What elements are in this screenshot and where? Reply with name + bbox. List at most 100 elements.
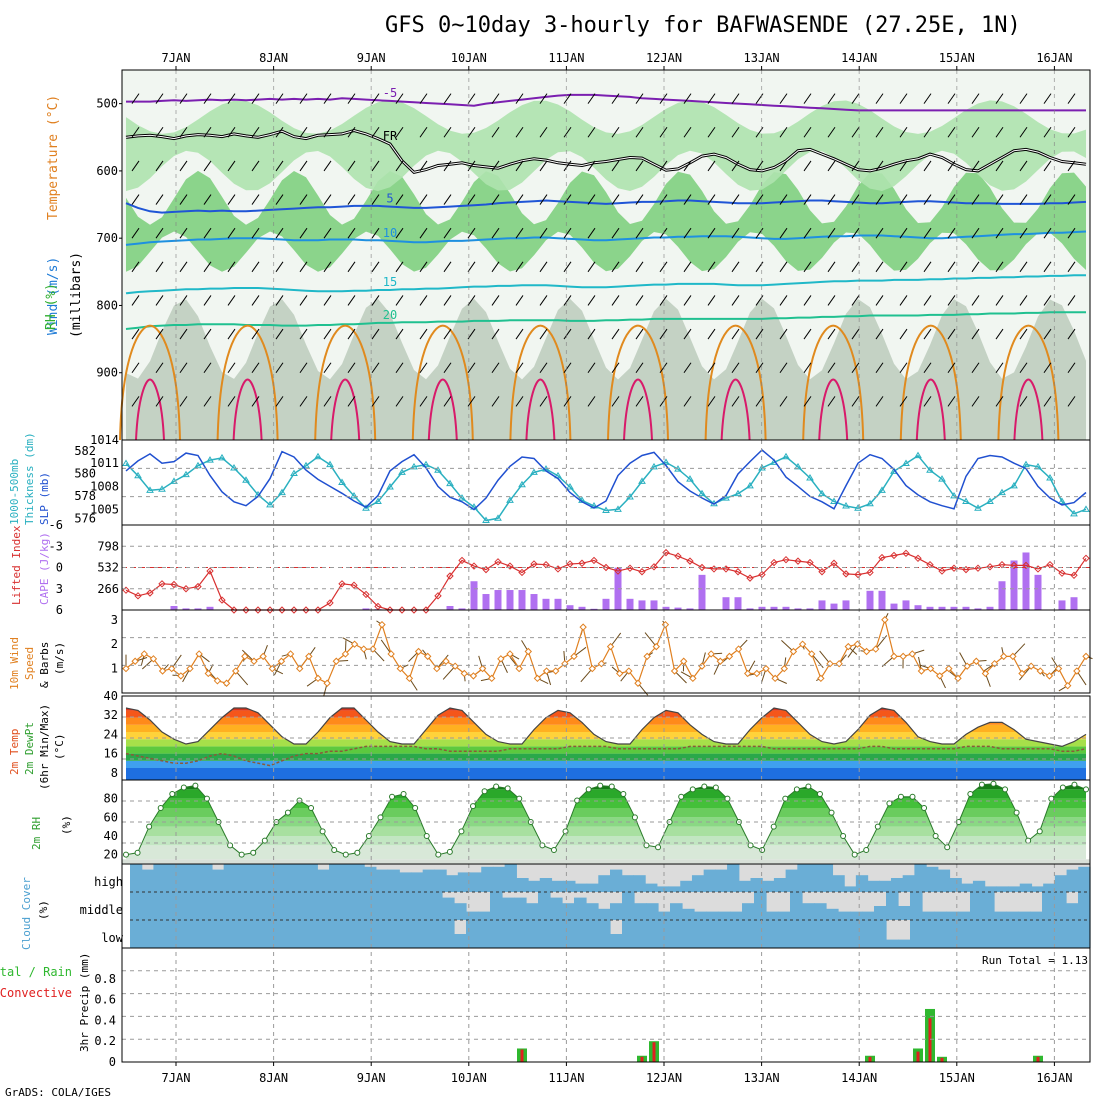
cloud-cell <box>190 920 203 948</box>
cape-bar <box>602 598 610 610</box>
cloud-cell <box>422 869 435 892</box>
wind-speed-point <box>725 652 734 661</box>
thk-y-tick: 576 <box>74 511 96 525</box>
wind-barb <box>803 160 812 172</box>
cloud-cell <box>634 920 647 948</box>
wind-barb <box>347 295 356 306</box>
cloud-cell <box>399 872 412 892</box>
wind-barb <box>587 227 596 239</box>
wind-barb <box>131 362 140 374</box>
wind-barb <box>323 328 332 340</box>
wind-barb <box>587 295 596 306</box>
cloud-cell <box>238 920 251 948</box>
lifted-y-tick: 6 <box>56 603 63 617</box>
rh-point <box>689 786 696 793</box>
cloud-cell <box>1018 920 1031 948</box>
rh-point <box>1059 784 1066 791</box>
rh-point <box>342 851 349 858</box>
wind-speed-point <box>222 679 231 687</box>
cloud-cell <box>142 920 155 948</box>
rh-point <box>192 782 199 789</box>
rh-band-50 <box>126 100 1086 192</box>
cape-bar <box>938 606 946 610</box>
wind-speed-point <box>926 664 935 673</box>
wind-barb-10m <box>1076 670 1087 686</box>
wind-speed-point <box>350 640 359 648</box>
thickness-point <box>1010 481 1018 489</box>
wind-speed-point <box>277 657 286 665</box>
wind-barb <box>587 194 596 205</box>
cloud-cell <box>214 892 227 920</box>
wind-speed-point <box>625 667 633 675</box>
rh-band <box>126 798 1086 808</box>
wind-barb <box>131 126 140 138</box>
cloud-cell <box>718 911 731 920</box>
wind-barb <box>923 227 932 239</box>
wind-barb <box>803 396 812 407</box>
wind-barb <box>251 261 260 273</box>
wind-barb <box>395 328 404 340</box>
wind-barb <box>899 328 908 340</box>
thickness-point <box>122 459 130 466</box>
wind-barb <box>995 362 1004 374</box>
rh-band-70 <box>126 170 1086 272</box>
wind-barb-10m <box>235 670 249 686</box>
rh-point <box>123 851 129 858</box>
cloud-cell <box>694 911 707 920</box>
cloud-cell <box>305 864 318 892</box>
cloud-cell <box>1019 883 1033 892</box>
thickness-point <box>950 491 958 499</box>
wind-barb <box>923 362 932 374</box>
cloud-cell <box>364 866 377 892</box>
day-label-top: 11JAN <box>548 51 584 65</box>
cloud-cell <box>982 892 995 920</box>
precip-y-tick: 0 <box>109 1055 116 1069</box>
cloud-cell <box>514 897 527 920</box>
wind-barb <box>731 160 740 172</box>
wind-speed-point <box>478 664 487 673</box>
cloud-cell <box>886 939 899 948</box>
cloud-cell <box>562 903 575 920</box>
thickness-point <box>302 461 310 469</box>
wind-speed-point <box>332 657 340 665</box>
rh-point <box>400 791 407 797</box>
thickness-point <box>218 453 226 461</box>
wind-barb <box>251 362 260 374</box>
cloud-row-low: low <box>101 931 123 945</box>
cape-bar <box>986 606 994 610</box>
cloud-labels: Cloud Cover (%) high middle low <box>20 875 124 950</box>
cape-bar <box>890 603 898 610</box>
cloud-cell <box>329 864 342 892</box>
wind-barb <box>611 126 620 138</box>
wind-speed-point <box>817 674 825 683</box>
wind-speed-point <box>1045 672 1054 680</box>
wind-barb <box>539 160 548 172</box>
wind-speed-point <box>1027 662 1035 670</box>
rh-point <box>227 842 234 849</box>
cloud-cell <box>598 920 611 948</box>
wind-barb <box>875 160 884 172</box>
lifted-y-tick: -6 <box>49 518 63 532</box>
cloud-cell <box>130 892 143 920</box>
wind-barb-10m <box>436 654 449 669</box>
wind-barb <box>275 93 284 104</box>
wind-barb <box>875 328 884 340</box>
cloud-cell <box>550 897 563 920</box>
wind-speed-point <box>158 667 167 675</box>
cloud-cell <box>226 892 239 920</box>
wind-barb <box>731 93 740 104</box>
wind-barb <box>1067 194 1076 205</box>
wind-barb <box>179 227 188 239</box>
precip-label-a: Total / Rain <box>0 965 72 979</box>
wind-speed-point <box>268 664 276 673</box>
lifted-point <box>770 558 778 567</box>
wind-speed-point <box>414 647 423 656</box>
wind-barb <box>203 261 212 273</box>
cape-bar <box>962 606 970 610</box>
rh-label-a: 2m RH <box>30 817 43 850</box>
thickness-point <box>194 461 202 469</box>
cloud-cell <box>691 875 705 892</box>
wind-barb <box>875 126 884 138</box>
thickness-point <box>206 456 214 463</box>
cloud-cell <box>826 908 839 920</box>
